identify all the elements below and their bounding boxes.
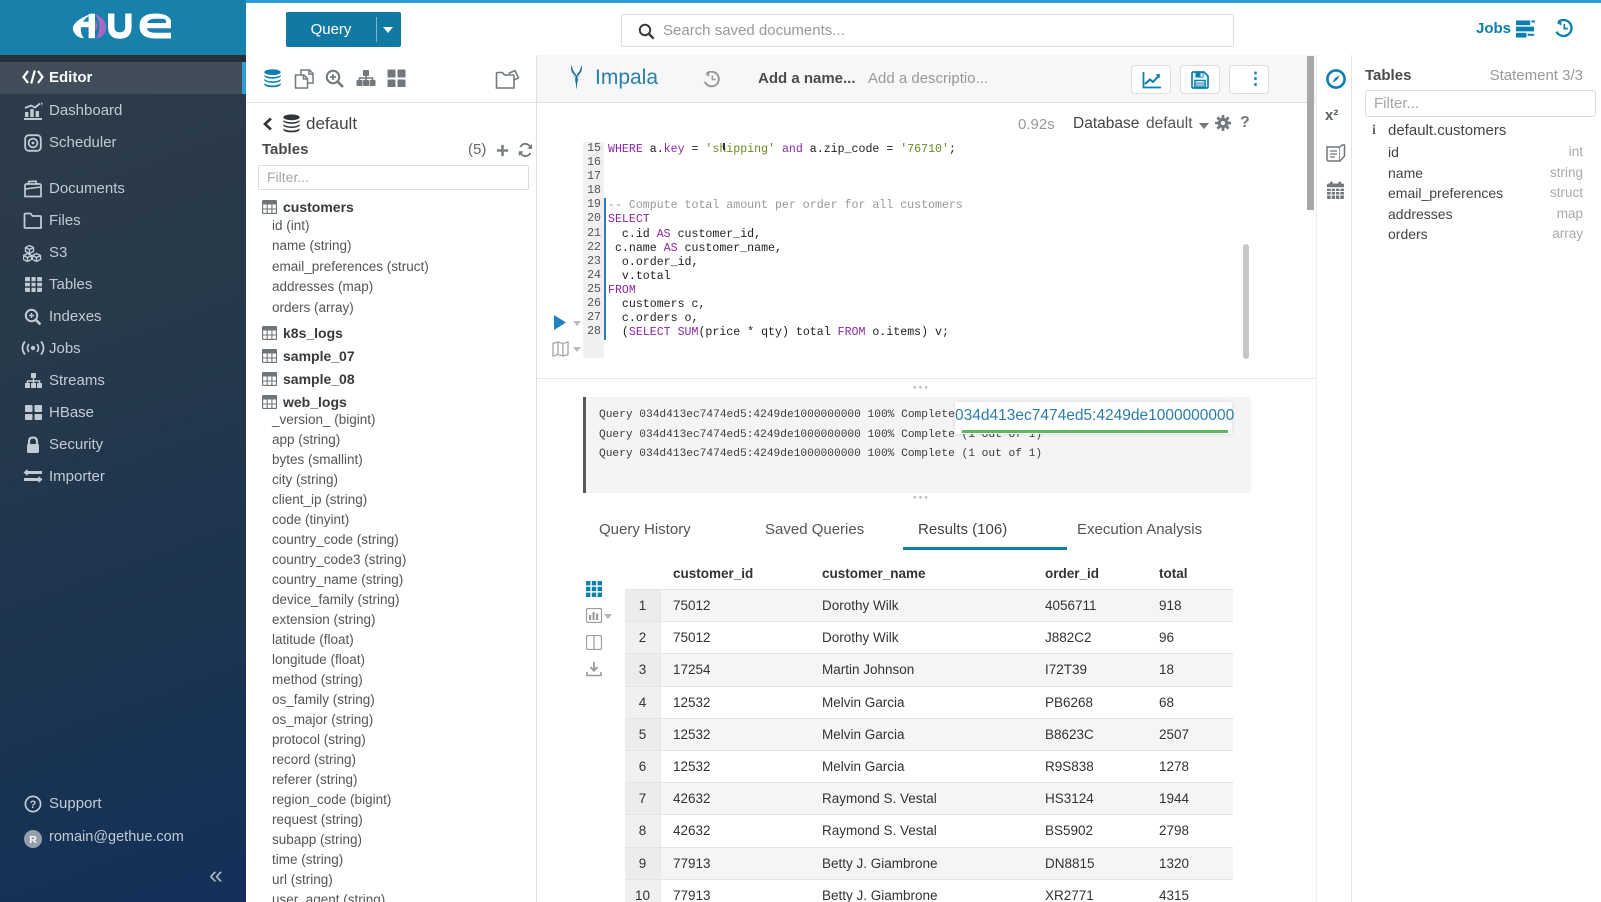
- svg-text:R: R: [29, 834, 37, 846]
- svg-text:?: ?: [30, 799, 37, 811]
